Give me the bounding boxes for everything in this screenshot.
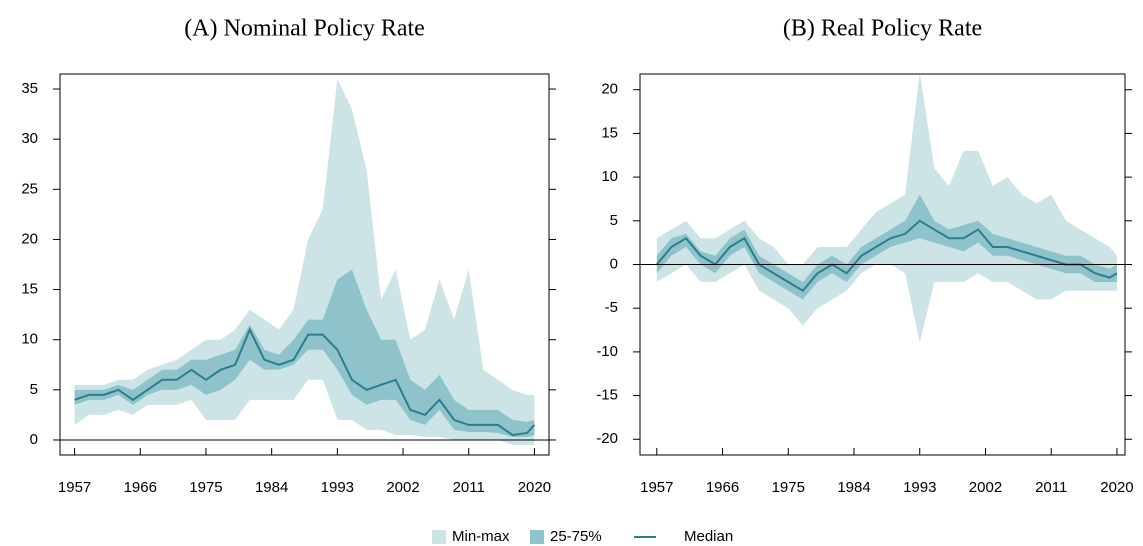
y-tick-label: 5 <box>610 212 618 229</box>
y-tick-label: 15 <box>601 124 618 141</box>
x-tick-label: 2020 <box>518 479 551 496</box>
band <box>74 79 535 445</box>
legend-swatch <box>432 530 446 544</box>
median-line <box>74 327 536 436</box>
x-tick-label: 1984 <box>837 479 870 496</box>
y-tick-label: -10 <box>596 343 618 360</box>
x-tick-label: 2011 <box>453 479 485 496</box>
legend-swatch <box>530 530 544 544</box>
legend-label: 25-75% <box>550 528 602 545</box>
x-tick-label: 2011 <box>1035 479 1067 496</box>
x-tick-label: 2002 <box>969 479 1002 496</box>
band <box>74 269 535 437</box>
y-tick-label: 5 <box>30 381 38 398</box>
y-tick-label: 35 <box>21 80 38 97</box>
y-tick-label: 10 <box>21 331 38 348</box>
x-tick-label: 1975 <box>189 479 222 496</box>
legend-label: Min-max <box>452 528 510 545</box>
x-tick-label: 1993 <box>903 479 936 496</box>
x-tick-label: 1966 <box>124 479 157 496</box>
chart-title: (A) Nominal Policy Rate <box>184 16 425 42</box>
x-tick-label: 1984 <box>255 479 288 496</box>
x-tick-label: 1993 <box>321 479 354 496</box>
x-tick-label: 2002 <box>386 479 419 496</box>
x-tick-label: 1975 <box>772 479 805 496</box>
y-tick-label: -20 <box>596 430 618 447</box>
band <box>656 72 1117 344</box>
y-tick-label: 10 <box>601 168 618 185</box>
y-tick-label: 20 <box>601 81 618 98</box>
plot-frame <box>59 73 550 456</box>
x-tick-label: 1957 <box>640 479 673 496</box>
y-tick-label: 25 <box>21 180 38 197</box>
x-tick-label: 1957 <box>58 479 91 496</box>
legend-label: Median <box>684 528 733 545</box>
y-tick-label: 15 <box>21 281 38 298</box>
y-tick-label: 20 <box>21 230 38 247</box>
y-tick-label: 30 <box>21 130 38 147</box>
y-tick-label: 0 <box>610 255 618 272</box>
median-line <box>656 219 1118 293</box>
chart-title: (B) Real Policy Rate <box>783 16 982 42</box>
y-tick-label: -15 <box>596 387 618 404</box>
legend: Min-max 25-75% Median <box>432 528 733 545</box>
y-tick-label: -5 <box>605 299 618 316</box>
y-tick-label: 0 <box>30 431 38 448</box>
x-tick-label: 1966 <box>706 479 739 496</box>
x-tick-label: 2020 <box>1100 479 1133 496</box>
